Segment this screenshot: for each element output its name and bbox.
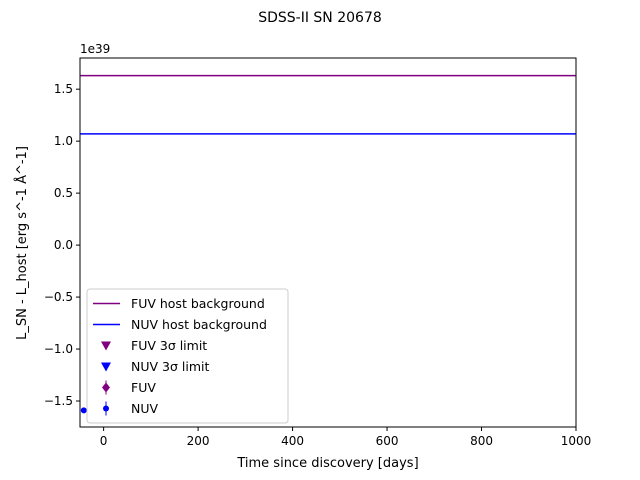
y-offset-text: 1e39 [80,42,110,56]
legend-label-2: FUV 3σ limit [131,338,207,353]
x-axis-label: Time since discovery [days] [236,456,418,471]
data-layer [80,74,576,414]
legend-label-5: NUV [131,401,158,416]
chart-title: SDSS-II SN 20678 [258,10,382,26]
legend-handle-4 [102,382,110,393]
x-tick-label-1: 200 [187,434,210,448]
legend-handle-3 [101,362,111,372]
y-axis-label: L_SN - L_host [erg s^-1 Å^-1] [14,146,30,340]
y-tick-label-5: 1.0 [54,134,73,148]
y-tick-label-2: −0.5 [44,290,73,304]
x-tick-label-3: 600 [376,434,399,448]
data-point-0-0 [80,407,87,414]
plot-area: 0 200 400 600 800 1000 −1.5 −1.0 −0.5 0.0 0.5 1.0 1.… [44,57,592,448]
y-tick-label-4: 0.5 [54,186,73,200]
x-tick-label-2: 400 [281,434,304,448]
legend-handle-2 [101,341,111,351]
axes-frame [79,57,577,428]
x-tick-label-0: 0 [100,434,108,448]
legend-label-0: FUV host background [131,296,265,311]
legend-label-3: NUV 3σ limit [131,359,209,374]
legend-label-1: NUV host background [131,317,267,332]
y-tick-label-3: 0.0 [54,238,73,252]
legend-box [86,288,289,424]
y-tick-label-1: −1.0 [44,342,73,356]
y-tick-label-6: 1.5 [54,82,73,96]
legend: FUV host background NUV host background FU… [86,288,289,424]
legend-handle-5 [103,405,109,412]
x-tick-label-5: 1000 [561,434,592,448]
x-tick-label-4: 800 [470,434,493,448]
y-tick-label-0: −1.5 [44,394,73,408]
legend-label-4: FUV [131,380,156,395]
